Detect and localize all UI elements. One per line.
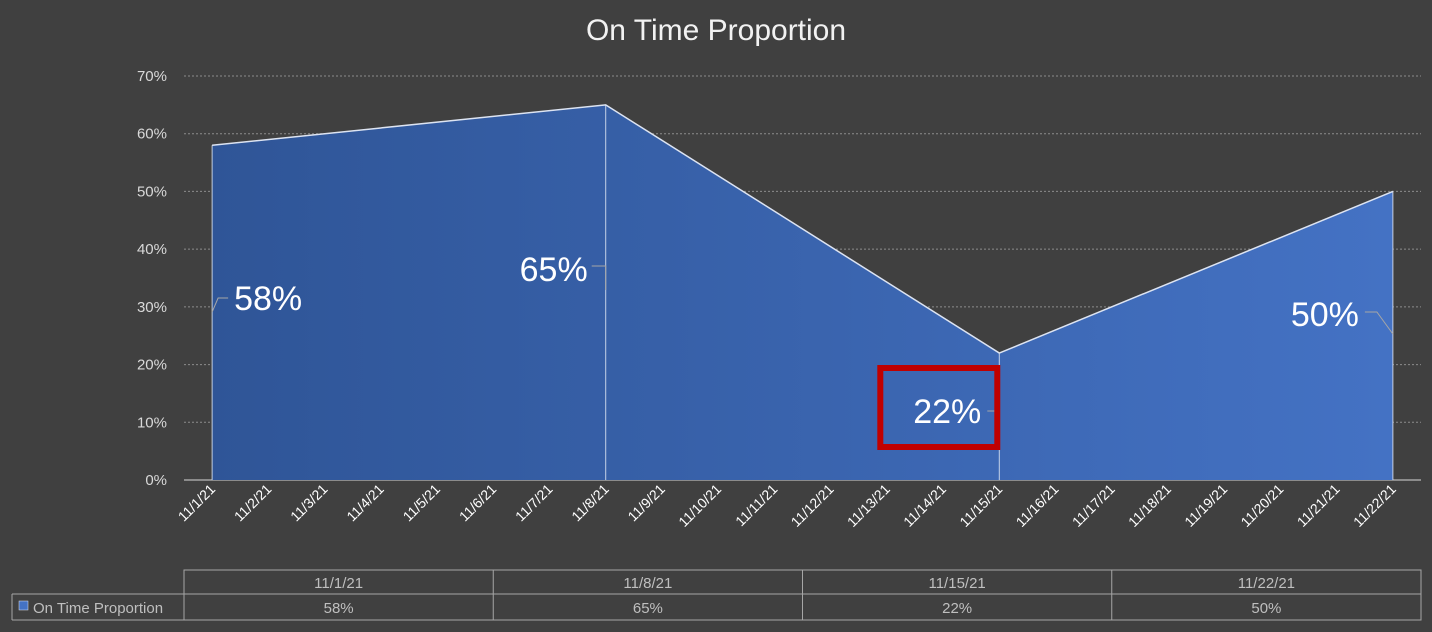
y-tick-label: 40% <box>137 241 167 258</box>
x-tick-label: 11/8/21 <box>568 481 612 525</box>
x-tick-label: 11/9/21 <box>624 481 668 525</box>
table-series-label: On Time Proportion <box>33 600 163 617</box>
x-tick-label: 11/11/21 <box>732 481 781 530</box>
area-fill <box>212 104 1393 480</box>
legend-key-swatch <box>18 600 29 611</box>
x-tick-label: 11/6/21 <box>456 481 500 525</box>
data-label: 65% <box>520 251 588 289</box>
y-tick-label: 20% <box>137 357 167 374</box>
x-tick-label: 11/21/21 <box>1294 481 1343 530</box>
table-header-cell: 11/8/21 <box>623 575 672 592</box>
x-tick-label: 11/12/21 <box>788 481 837 530</box>
x-tick-label: 11/3/21 <box>287 481 331 525</box>
chart-title: On Time Proportion <box>586 14 846 47</box>
x-tick-label: 11/15/21 <box>956 481 1005 530</box>
x-tick-label: 11/16/21 <box>1013 481 1062 530</box>
y-tick-label: 70% <box>137 68 167 85</box>
x-tick-label: 11/5/21 <box>400 481 444 525</box>
area-top-line <box>212 104 1394 354</box>
x-tick-label: 11/19/21 <box>1181 481 1230 530</box>
table-value-cell: 50% <box>1251 600 1281 617</box>
data-label: 58% <box>234 280 302 318</box>
y-tick-label: 10% <box>137 414 167 431</box>
x-tick-label: 11/17/21 <box>1069 481 1118 530</box>
x-tick-label: 11/22/21 <box>1350 481 1399 530</box>
x-tick-label: 11/10/21 <box>675 481 724 530</box>
data-label: 22% <box>913 393 981 431</box>
x-tick-label: 11/7/21 <box>512 481 556 525</box>
y-tick-label: 0% <box>145 472 167 489</box>
data-labels: 58% 65% 22% 50% <box>211 251 1394 450</box>
x-tick-label: 11/13/21 <box>844 481 893 530</box>
x-tick-label: 11/4/21 <box>343 481 387 525</box>
table-value-cell: 58% <box>324 600 354 617</box>
x-tick-label: 11/1/21 <box>175 481 219 525</box>
highlight-box <box>877 365 1001 450</box>
x-tick-label: 11/20/21 <box>1237 481 1286 530</box>
y-tick-label: 30% <box>137 299 167 316</box>
x-tick-label: 11/2/21 <box>231 481 275 525</box>
table-value-cell: 22% <box>942 600 972 617</box>
y-tick-label: 60% <box>137 126 167 143</box>
label-leader-line <box>591 265 607 290</box>
label-leader-line <box>1364 311 1394 335</box>
table-header-cell: 11/15/21 <box>928 575 985 592</box>
x-tick-label: 11/18/21 <box>1125 481 1174 530</box>
table-value-cell: 65% <box>633 600 663 617</box>
area-series <box>211 104 1394 480</box>
data-label: 50% <box>1291 296 1359 334</box>
label-leader-line <box>211 297 229 313</box>
y-axis: 0% 10% 20% 30% 40% 50% 60% 70% <box>137 68 167 489</box>
x-tick-label: 11/14/21 <box>900 481 949 530</box>
table-header-cell: 11/22/21 <box>1238 575 1295 592</box>
x-axis: 11/1/21 11/2/21 11/3/21 11/4/21 11/5/21 11/6/… <box>175 481 1400 530</box>
data-table: 11/1/21 11/8/21 11/15/21 11/22/21 On Time Pr… <box>11 569 1422 621</box>
table-header-cell: 11/1/21 <box>314 575 363 592</box>
y-tick-label: 50% <box>137 183 167 200</box>
